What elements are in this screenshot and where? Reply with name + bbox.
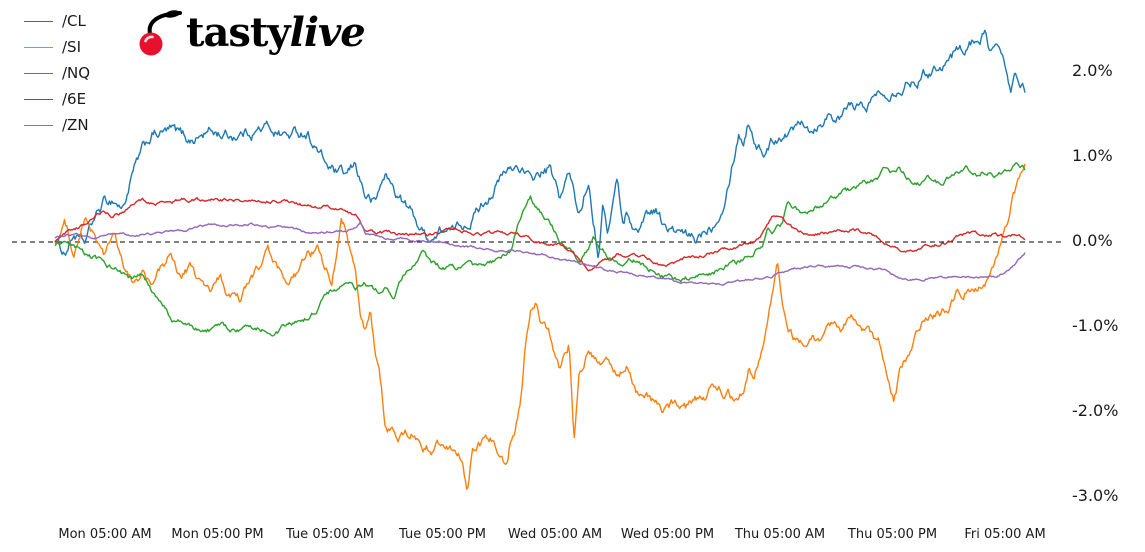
legend-item-cl: /CL <box>24 12 90 30</box>
legend-label: /SI <box>62 38 81 56</box>
brand-wordmark: tastylive <box>186 9 366 56</box>
legend-line-swatch <box>24 46 53 48</box>
legend-line-swatch <box>24 20 53 22</box>
legend-label: /NQ <box>62 64 91 82</box>
series-line-cl <box>54 29 1026 259</box>
legend-item-si: /SI <box>24 38 90 56</box>
cherry-icon <box>139 10 182 56</box>
legend-item-nq: /NQ <box>24 64 90 82</box>
series-line-si <box>54 163 1026 490</box>
series-line-6e <box>54 197 1026 272</box>
series-line-zn <box>54 221 1026 286</box>
series-line-nq <box>54 162 1026 337</box>
tastylive-logo: tastylive <box>138 8 366 56</box>
brand-tasty: tasty <box>186 9 291 56</box>
legend-label: /ZN <box>62 116 89 134</box>
brand-live: live <box>289 9 366 56</box>
legend-line-swatch <box>24 72 53 74</box>
chart-legend: /CL/SI/NQ/6E/ZN <box>24 12 90 142</box>
legend-label: /CL <box>62 12 86 30</box>
legend-item-6e: /6E <box>24 90 90 108</box>
legend-item-zn: /ZN <box>24 116 90 134</box>
cherry-body <box>139 32 163 56</box>
legend-label: /6E <box>62 90 87 108</box>
legend-line-swatch <box>24 124 53 126</box>
legend-line-swatch <box>24 98 53 100</box>
